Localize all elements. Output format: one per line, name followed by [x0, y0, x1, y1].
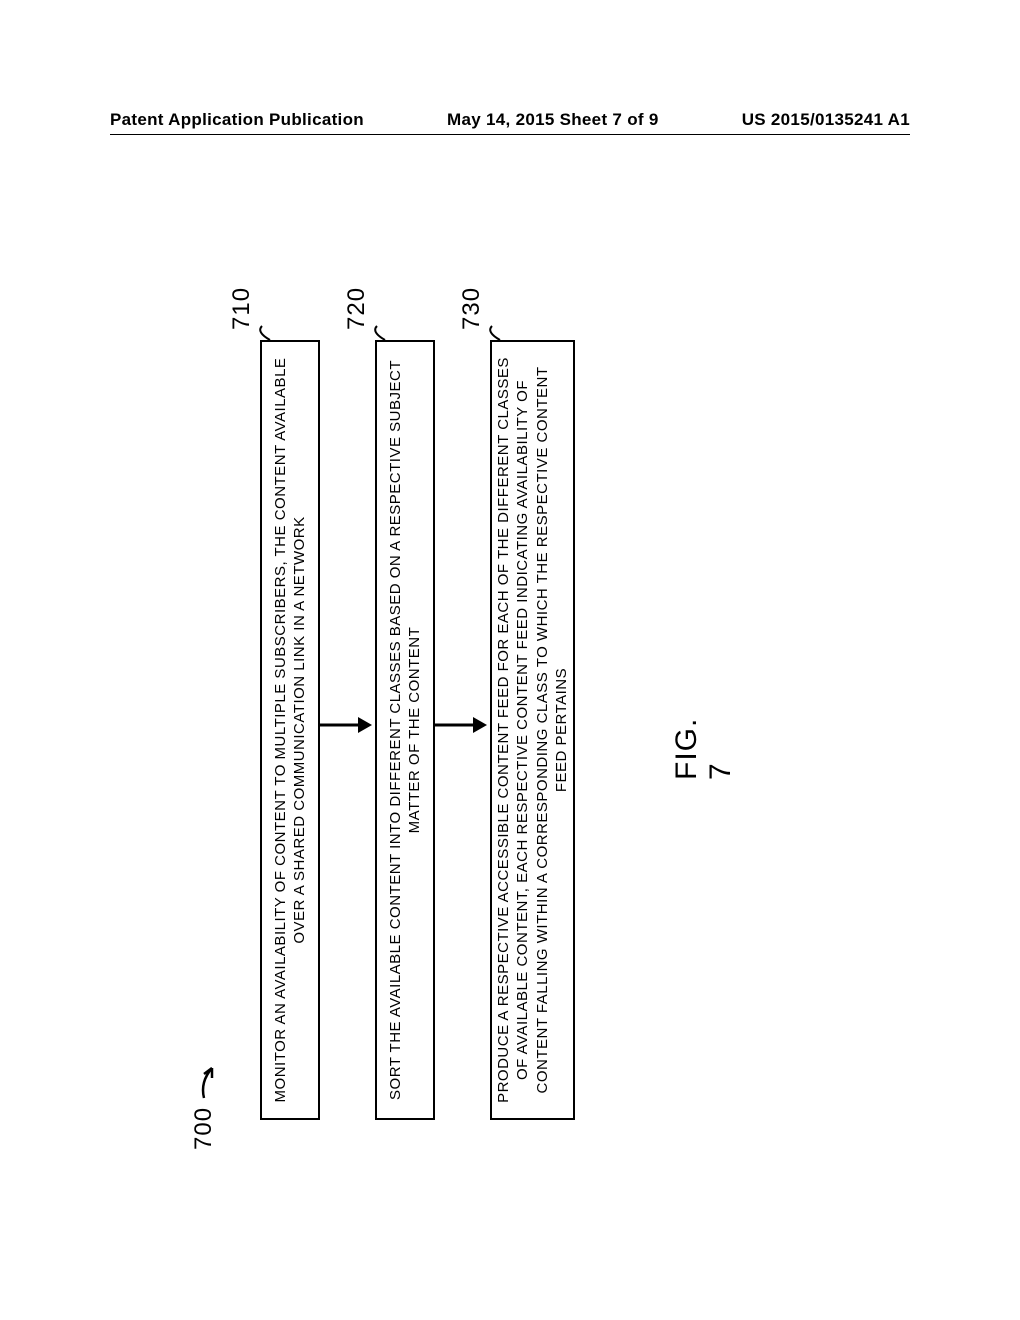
ref-arc-icon	[369, 324, 387, 342]
ref-arc-icon	[484, 324, 502, 342]
ref-730: 730	[458, 287, 486, 330]
ref-arc-icon	[254, 324, 272, 342]
flow-step-1-text: MONITOR AN AVAILABILITY OF CONTENT TO MU…	[271, 348, 310, 1112]
flow-step-1: MONITOR AN AVAILABILITY OF CONTENT TO MU…	[260, 340, 320, 1120]
ref-710: 710	[228, 287, 256, 330]
header-right: US 2015/0135241 A1	[742, 110, 910, 130]
flow-arrow-icon	[435, 715, 490, 735]
flowchart-diagram: 700 MONITOR AN AVAILABILITY OF CONTENT T…	[220, 250, 800, 1160]
flow-arrow-icon	[320, 715, 375, 735]
page-header: Patent Application Publication May 14, 2…	[110, 110, 910, 135]
header-left: Patent Application Publication	[110, 110, 364, 130]
flow-step-2: SORT THE AVAILABLE CONTENT INTO DIFFEREN…	[375, 340, 435, 1120]
flow-step-3-text: PRODUCE A RESPECTIVE ACCESSIBLE CONTENT …	[494, 348, 572, 1112]
ref-720: 720	[343, 287, 371, 330]
ref-main: 700	[190, 1107, 218, 1150]
figure-caption: FIG. 7	[670, 718, 738, 780]
flow-step-2-text: SORT THE AVAILABLE CONTENT INTO DIFFEREN…	[386, 348, 425, 1112]
lead-arrow-icon	[198, 1050, 222, 1100]
header-center: May 14, 2015 Sheet 7 of 9	[447, 110, 659, 130]
flow-step-3: PRODUCE A RESPECTIVE ACCESSIBLE CONTENT …	[490, 340, 575, 1120]
